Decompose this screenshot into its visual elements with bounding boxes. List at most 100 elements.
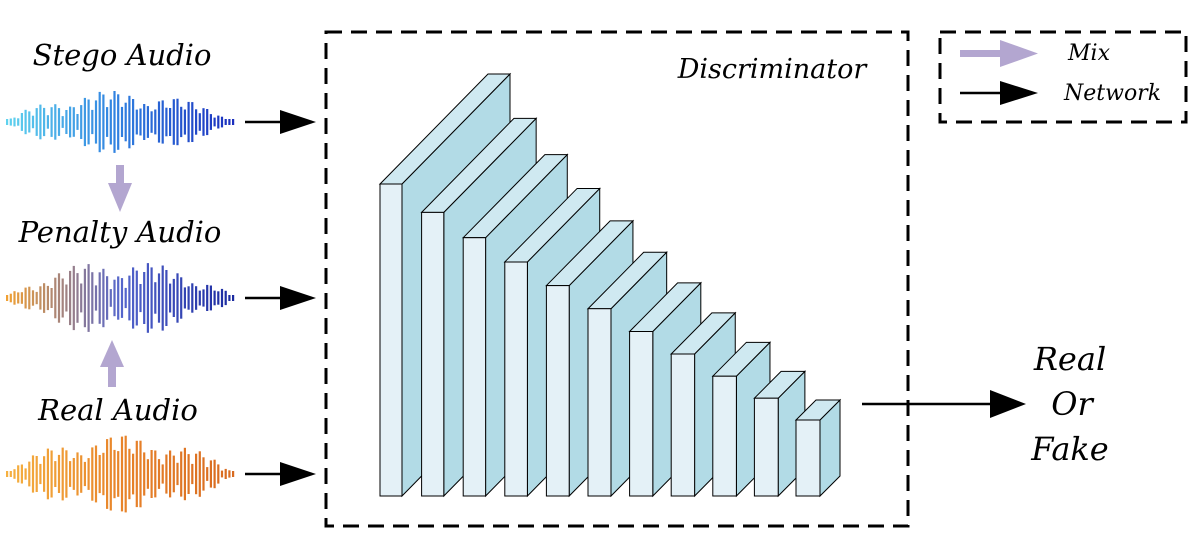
mix-arrow-real-to-penalty — [100, 340, 124, 387]
waveform-bar — [120, 278, 124, 318]
mix-arrow-stego-to-penalty — [108, 165, 132, 212]
waveform-bar — [120, 106, 124, 137]
waveform-bar — [117, 94, 120, 150]
waveform-bar — [94, 445, 98, 503]
waveform-bar — [195, 286, 198, 310]
waveform-bar — [46, 448, 49, 500]
waveform-bar — [220, 470, 224, 478]
discriminator-layers — [378, 72, 842, 498]
waveform-bar — [187, 101, 190, 143]
waveform-bar — [220, 288, 224, 308]
waveform-bar — [76, 273, 79, 323]
waveform-bar — [43, 107, 46, 137]
waveform-bar — [228, 119, 231, 125]
waveform-bar — [31, 115, 35, 129]
waveform-bar — [17, 465, 20, 483]
waveform-bar — [187, 454, 190, 494]
stego-audio-waveform — [6, 91, 235, 153]
waveform-bar — [132, 99, 135, 146]
waveform-bar — [228, 295, 231, 301]
stego-audio-label: Stego Audio — [33, 38, 212, 72]
waveform-bar — [35, 108, 38, 136]
waveform-bar — [50, 107, 53, 137]
waveform-bar — [43, 283, 46, 313]
waveform-bar — [65, 284, 68, 312]
legend-network-arrow — [960, 81, 1038, 105]
waveform-bar — [135, 440, 138, 508]
output-label-fake: Fake — [1030, 430, 1108, 468]
waveform-bar — [113, 449, 116, 499]
waveform-bar — [143, 452, 146, 496]
waveform-bar — [83, 97, 86, 147]
waveform-bar — [213, 459, 216, 489]
waveform-bar — [13, 117, 16, 127]
waveform-bar — [83, 461, 86, 487]
waveform-bar — [209, 114, 212, 130]
waveform-bar — [50, 450, 53, 498]
waveform-bar — [98, 272, 101, 324]
waveform-bar — [228, 470, 231, 478]
waveform-bar — [139, 284, 142, 313]
waveform-bar — [213, 117, 216, 127]
waveform-bar — [76, 452, 79, 496]
waveform-bar — [154, 109, 157, 135]
waveform-bar — [183, 109, 186, 135]
waveform-bar — [69, 270, 72, 326]
waveform-bar — [232, 119, 235, 125]
waveform-bar — [191, 463, 194, 485]
waveform-bar — [165, 107, 168, 137]
waveform-bar — [24, 109, 27, 135]
waveform-bar — [91, 447, 94, 501]
waveform-bar — [72, 107, 75, 137]
waveform-bar — [98, 455, 101, 494]
waveform-bar — [102, 268, 105, 328]
waveform-bar — [35, 456, 38, 492]
waveform-bar — [172, 99, 175, 145]
waveform-bar — [124, 287, 127, 309]
waveform-bar — [124, 435, 127, 513]
waveform-bar — [180, 451, 183, 497]
waveform-bar — [117, 451, 120, 497]
waveform-bar — [31, 290, 35, 306]
waveform-bar — [161, 464, 164, 484]
waveform-bar — [83, 268, 86, 328]
waveform-bar — [72, 265, 75, 331]
waveform-bar — [224, 290, 227, 306]
waveform-bar — [39, 286, 42, 310]
waveform-bar — [80, 283, 83, 313]
waveform-bar — [209, 460, 212, 488]
waveform-bar — [28, 111, 31, 133]
waveform-bar — [65, 450, 68, 498]
waveform-bar — [169, 108, 172, 136]
waveform-bar — [139, 440, 142, 508]
waveform-bar — [172, 455, 175, 493]
waveform-bar — [224, 468, 227, 479]
waveform-bar — [57, 454, 61, 493]
waveform-bar — [54, 104, 57, 140]
waveform-bar — [157, 459, 161, 489]
penalty-audio-label: Penalty Audio — [18, 215, 222, 249]
waveform-bar — [98, 91, 101, 153]
waveform-bar — [224, 119, 227, 125]
discriminator-box — [324, 30, 910, 528]
waveform-bar — [132, 267, 135, 329]
waveform-bar — [24, 287, 27, 309]
waveform-bar — [191, 283, 194, 313]
waveform-bar — [54, 461, 57, 487]
legend-box — [938, 30, 1188, 124]
waveform-bar — [109, 99, 112, 145]
waveform-bar — [9, 471, 12, 477]
waveform-bar — [232, 295, 235, 301]
waveform-bar — [28, 286, 31, 310]
waveform-bar — [187, 286, 190, 310]
output-label-real: Real — [1033, 340, 1106, 378]
waveform-bar — [13, 291, 16, 305]
waveform-bar — [65, 110, 68, 134]
waveform-bar — [6, 119, 9, 125]
waveform-bar — [106, 276, 109, 320]
waveform-bar — [195, 109, 198, 135]
waveform-bar — [161, 265, 164, 331]
waveform-bar — [217, 464, 220, 484]
waveform-bar — [46, 285, 49, 311]
waveform-bar — [124, 102, 127, 142]
